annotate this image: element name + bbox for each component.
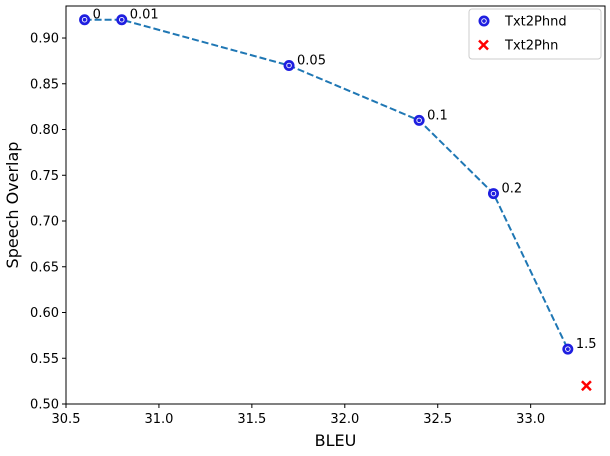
data-point-ring <box>119 16 125 23</box>
legend-box <box>468 8 602 60</box>
series-line-txt2phnd <box>84 18 569 350</box>
x-tick-label: 32.0 <box>330 412 359 427</box>
data-point-txt2phnd <box>562 343 574 355</box>
y-tick-label: 0.50 <box>30 398 59 413</box>
data-point-dot <box>116 14 128 26</box>
y-tick-label: 0.55 <box>30 352 59 367</box>
data-point-txt2phnd <box>79 14 91 26</box>
x-tick-label: 31.0 <box>144 412 173 427</box>
marker-layer <box>79 14 592 392</box>
y-tick-label: 0.65 <box>30 260 59 275</box>
data-point-dot <box>413 114 425 126</box>
data-point-ring <box>416 117 422 124</box>
point-label: 0.01 <box>130 8 159 23</box>
data-point-txt2phnd <box>487 188 499 200</box>
point-label: 0 <box>93 8 101 23</box>
y-tick-label: 0.75 <box>30 169 59 184</box>
data-point-stroke <box>581 380 592 392</box>
data-point-ring <box>81 16 88 23</box>
data-point-dot <box>562 343 574 355</box>
x-tick-label: 30.5 <box>52 412 81 427</box>
x-axis-title: BLEU <box>315 431 357 450</box>
point-label: 0.1 <box>427 108 448 123</box>
data-point-ring <box>490 190 497 197</box>
y-tick-label: 0.85 <box>30 77 59 92</box>
plot-frame <box>65 5 606 405</box>
y-tick-label: 0.80 <box>30 123 59 138</box>
data-point-dot <box>79 14 91 26</box>
data-point-txt2phnd <box>413 114 425 126</box>
x-tick-label: 33.0 <box>516 412 545 427</box>
legend-marker-txt2phn <box>478 39 489 51</box>
legend: Txt2Phnd Txt2Phn <box>468 8 602 60</box>
ticks-layer: 30.5 31.0 31.5 32.0 32.5 33.0 0.50 0.55 0.60 0.65… <box>30 32 545 427</box>
y-tick-label: 0.70 <box>30 215 59 230</box>
x-tick-label: 32.5 <box>423 412 452 427</box>
x-tick-label: 31.5 <box>237 412 266 427</box>
y-axis-title: Speech Overlap <box>3 142 22 269</box>
y-tick-label: 0.60 <box>30 306 59 321</box>
data-point-txt2phnd <box>283 59 295 71</box>
point-label: 0.2 <box>501 182 522 197</box>
data-point-dot <box>283 59 295 71</box>
point-label: 0.05 <box>297 53 326 68</box>
data-point-dot <box>487 188 499 200</box>
y-tick-label: 0.90 <box>30 32 59 47</box>
legend-label-txt2phn: Txt2Phn <box>504 39 558 54</box>
data-point-txt2phnd <box>116 14 128 26</box>
legend-marker-txt2phnd <box>478 15 490 27</box>
label-layer: 0 0.01 0.05 0.1 0.2 1.5 <box>93 8 597 352</box>
line-layer <box>84 18 569 350</box>
point-label: 1.5 <box>576 337 597 352</box>
data-point-ring <box>565 346 571 352</box>
legend-label-txt2phnd: Txt2Phnd <box>504 15 567 30</box>
data-point-ring <box>286 62 292 69</box>
data-point-txt2phn <box>581 380 592 392</box>
